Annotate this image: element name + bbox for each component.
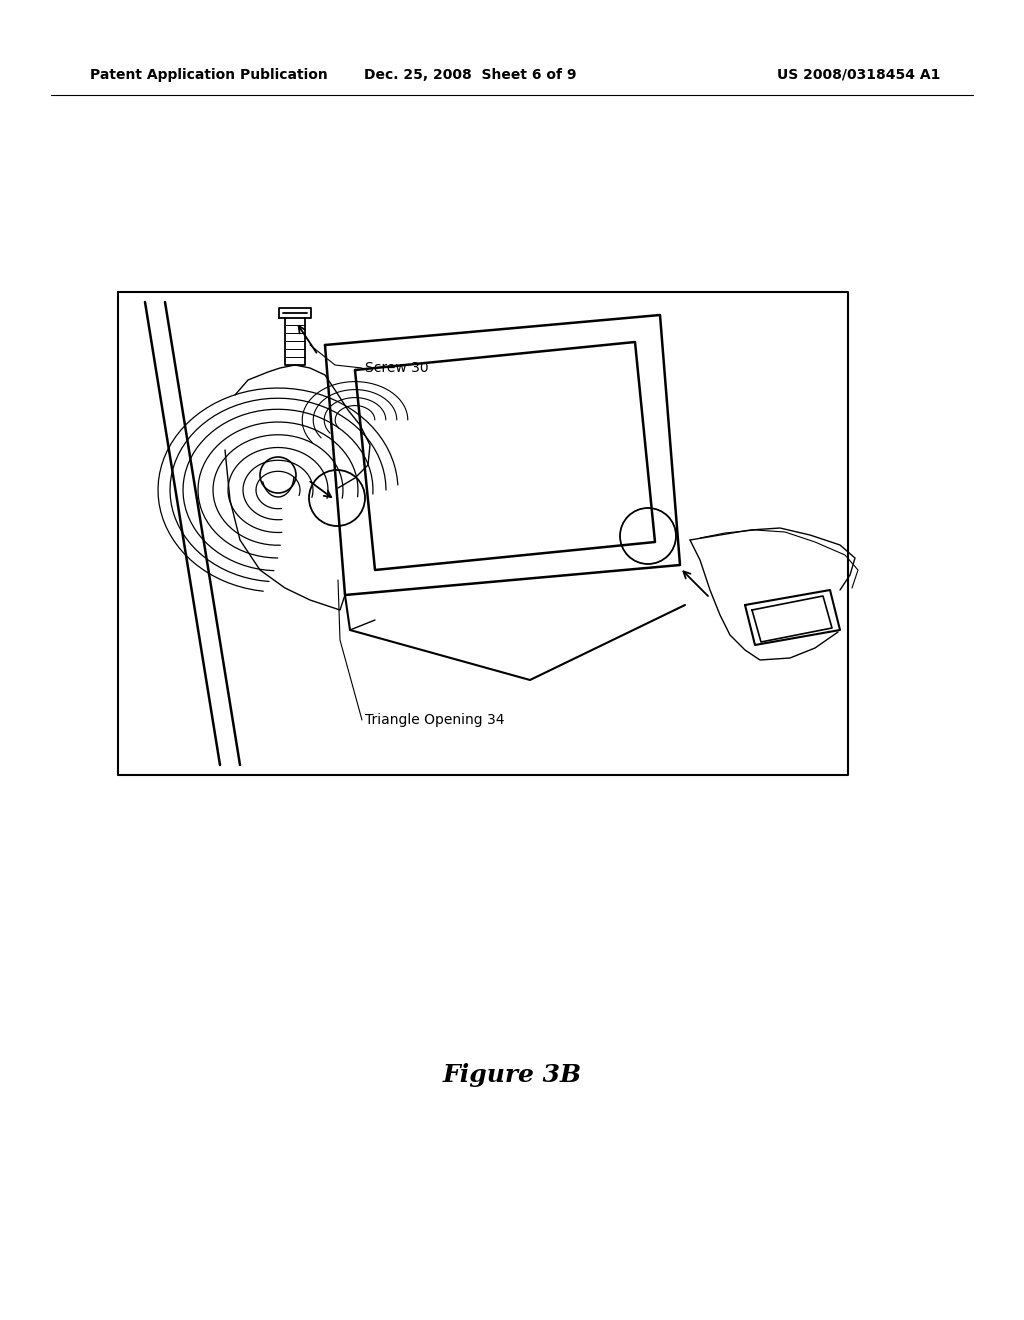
Text: Triangle Opening 34: Triangle Opening 34 [365, 713, 505, 727]
Text: US 2008/0318454 A1: US 2008/0318454 A1 [776, 69, 940, 82]
Text: Figure 3B: Figure 3B [442, 1063, 582, 1086]
Text: Dec. 25, 2008  Sheet 6 of 9: Dec. 25, 2008 Sheet 6 of 9 [364, 69, 577, 82]
Text: Patent Application Publication: Patent Application Publication [90, 69, 328, 82]
Text: Screw 30: Screw 30 [365, 360, 429, 375]
